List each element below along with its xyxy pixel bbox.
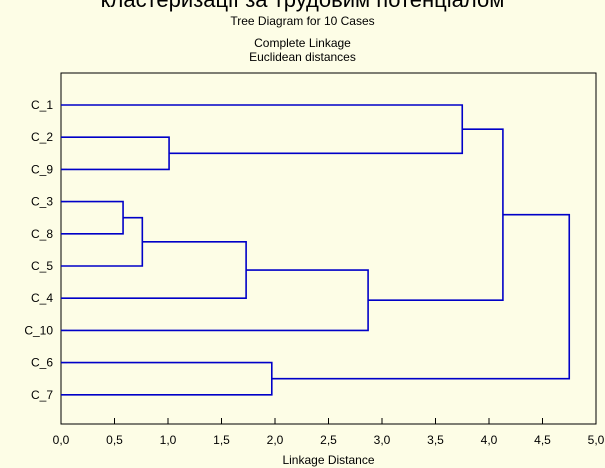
chart-subtitle-linkage: Complete Linkage <box>254 36 351 50</box>
x-tick-label: 1,5 <box>213 433 230 447</box>
leaf-label: C_4 <box>31 291 53 305</box>
leaf-label: C_8 <box>31 227 53 241</box>
chart-title: Tree Diagram for 10 Cases <box>230 14 375 28</box>
leaf-label: C_5 <box>31 259 53 273</box>
leaf-label: C_3 <box>31 195 53 209</box>
cropped-page-heading: кластеризації за трудовим потенціалом <box>0 0 605 13</box>
x-tick-label: 1,0 <box>160 433 177 447</box>
leaf-label: C_6 <box>31 356 53 370</box>
x-tick-label: 2,0 <box>267 433 284 447</box>
leaf-label: C_7 <box>31 388 53 402</box>
plot-area-frame <box>60 72 597 425</box>
x-tick-label: 4,0 <box>481 433 498 447</box>
x-tick-label: 5,0 <box>588 433 605 447</box>
x-tick-label: 4,5 <box>534 433 551 447</box>
leaf-label: C_1 <box>31 98 53 112</box>
leaf-label: C_9 <box>31 162 53 176</box>
x-tick-label: 3,5 <box>427 433 444 447</box>
x-tick-label: 0,5 <box>106 433 123 447</box>
x-tick-label: 0,0 <box>53 433 70 447</box>
leaf-label: C_2 <box>31 130 53 144</box>
x-tick-label: 3,0 <box>374 433 391 447</box>
dendrogram-link <box>271 213 571 380</box>
chart-subtitle-distance: Euclidean distances <box>249 50 356 64</box>
x-tick-label: 2,5 <box>320 433 337 447</box>
leaf-label: C_10 <box>24 323 53 337</box>
x-axis-label: Linkage Distance <box>282 453 374 467</box>
